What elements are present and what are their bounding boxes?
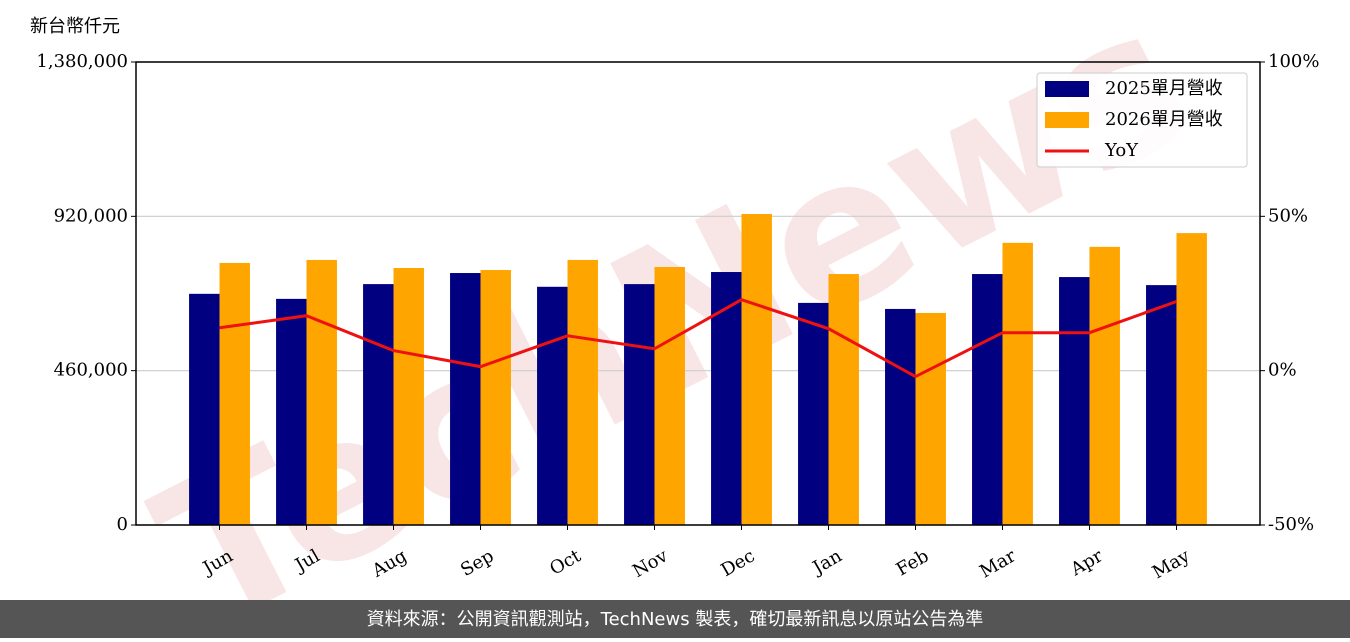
x-tick-label: Apr [1066, 545, 1106, 580]
bar [189, 293, 220, 525]
y-tick-label: 0 [117, 514, 128, 535]
bar [828, 274, 859, 525]
yoy-line [219, 298, 1177, 379]
x-tick-label: Oct [546, 545, 585, 580]
bar [1002, 242, 1033, 525]
x-tick-label: Mar [976, 545, 1020, 582]
y-tick-label: 920,000 [54, 205, 128, 226]
bar [450, 273, 481, 525]
bar [219, 262, 250, 525]
bar [1146, 285, 1177, 525]
bar [1176, 233, 1207, 525]
bar [480, 270, 511, 525]
bar [567, 259, 598, 525]
x-tick-label: May [1149, 545, 1194, 583]
y-axis-title: 新台幣仟元 [30, 16, 120, 37]
bar [306, 259, 337, 525]
legend-swatch [1045, 81, 1089, 97]
plot-frame [135, 61, 1261, 526]
bar [276, 298, 307, 525]
y2-tick-label: 0% [1268, 360, 1297, 381]
footer-bar [0, 600, 1350, 638]
y2-tick-label: -50% [1268, 514, 1314, 535]
y2-tick-label: 100% [1268, 51, 1319, 72]
legend-label: YoY [1104, 140, 1139, 161]
legend-label: 2026單月營收 [1105, 109, 1223, 130]
footer: 資料來源：公開資訊觀測站，TechNews 製表，確切最新訊息以原站公告為準 [367, 609, 984, 630]
bar [885, 308, 916, 525]
bar [363, 284, 394, 525]
bar [972, 274, 1003, 525]
x-tick-label: Jan [808, 545, 846, 579]
legend-box [1036, 72, 1248, 168]
legend-label: 2025單月營收 [1105, 78, 1223, 99]
y-tick-label: 1,380,000 [36, 51, 128, 72]
x-tick-label: Feb [893, 545, 933, 580]
bar [1059, 277, 1090, 525]
legend-swatch [1045, 112, 1089, 128]
bar [1089, 246, 1120, 525]
bar [741, 213, 772, 525]
bar [537, 286, 568, 525]
bar [915, 312, 946, 525]
y2-tick-label: 50% [1268, 205, 1308, 226]
y-tick-label: 460,000 [54, 360, 128, 381]
bar [654, 266, 685, 525]
x-tick-label: Nov [629, 545, 672, 582]
bar [393, 268, 424, 525]
x-tick-label: Dec [718, 545, 759, 581]
bar [798, 302, 829, 525]
bar [624, 284, 655, 525]
